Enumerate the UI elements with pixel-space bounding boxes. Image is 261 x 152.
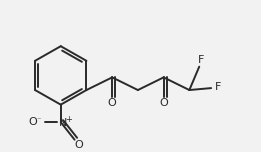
Text: F: F <box>198 55 204 65</box>
Text: F: F <box>215 82 221 92</box>
Text: N: N <box>58 118 67 128</box>
Text: +: + <box>65 115 72 124</box>
Text: O: O <box>108 98 117 108</box>
Text: ⁻: ⁻ <box>37 116 41 125</box>
Text: O: O <box>159 98 168 108</box>
Text: O: O <box>74 140 83 150</box>
Text: O: O <box>29 117 37 127</box>
